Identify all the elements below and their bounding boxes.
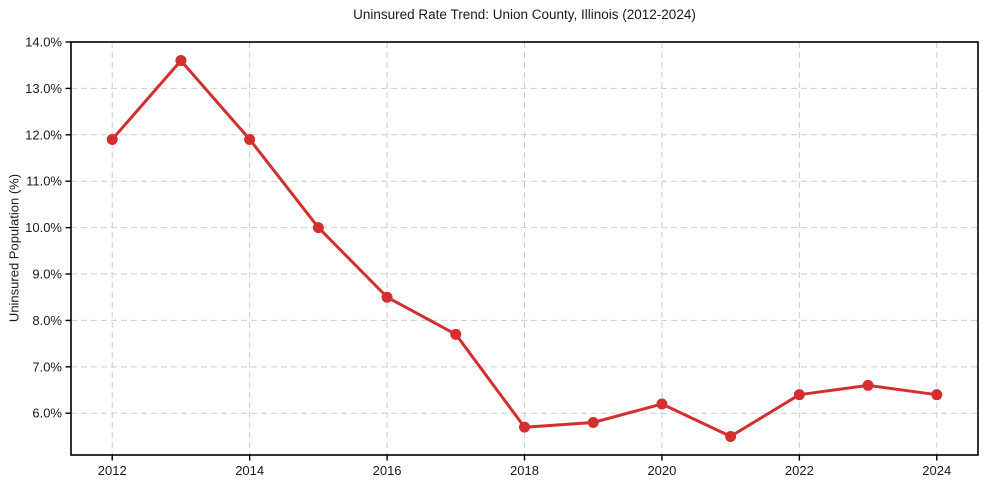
- data-point-2021: [725, 430, 737, 442]
- data-point-2019: [587, 417, 599, 429]
- y-tick-label: 9.0%: [32, 267, 62, 282]
- data-point-2013: [175, 55, 187, 67]
- y-tick-label: 11.0%: [26, 174, 62, 189]
- y-tick-label: 12.0%: [25, 127, 62, 142]
- data-point-2014: [244, 133, 256, 145]
- y-tick-label: 14.0%: [25, 35, 62, 50]
- y-tick-label: 10.0%: [25, 220, 62, 235]
- data-point-2023: [862, 379, 874, 391]
- y-tick-label: 7.0%: [32, 359, 62, 374]
- y-tick-label: 8.0%: [32, 313, 62, 328]
- data-point-2017: [450, 328, 462, 340]
- data-point-2015: [312, 222, 324, 234]
- data-point-2022: [793, 389, 805, 401]
- x-tick-label: 2024: [922, 463, 951, 478]
- x-tick-label: 2018: [510, 463, 539, 478]
- data-point-2024: [931, 389, 943, 401]
- x-tick-label: 2020: [647, 463, 676, 478]
- data-point-2012: [106, 133, 118, 145]
- chart-title: Uninsured Rate Trend: Union County, Illi…: [353, 7, 696, 22]
- data-point-2020: [656, 398, 668, 410]
- x-tick-label: 2022: [785, 463, 814, 478]
- y-tick-label: 13.0%: [25, 81, 62, 96]
- data-point-2016: [381, 291, 393, 303]
- axes-box: [70, 41, 979, 456]
- data-point-2018: [519, 421, 530, 433]
- y-tick-label: 6.0%: [32, 406, 62, 421]
- x-tick-label: 2012: [98, 463, 127, 478]
- x-tick-label: 2014: [235, 463, 264, 478]
- x-tick-label: 2016: [373, 463, 402, 478]
